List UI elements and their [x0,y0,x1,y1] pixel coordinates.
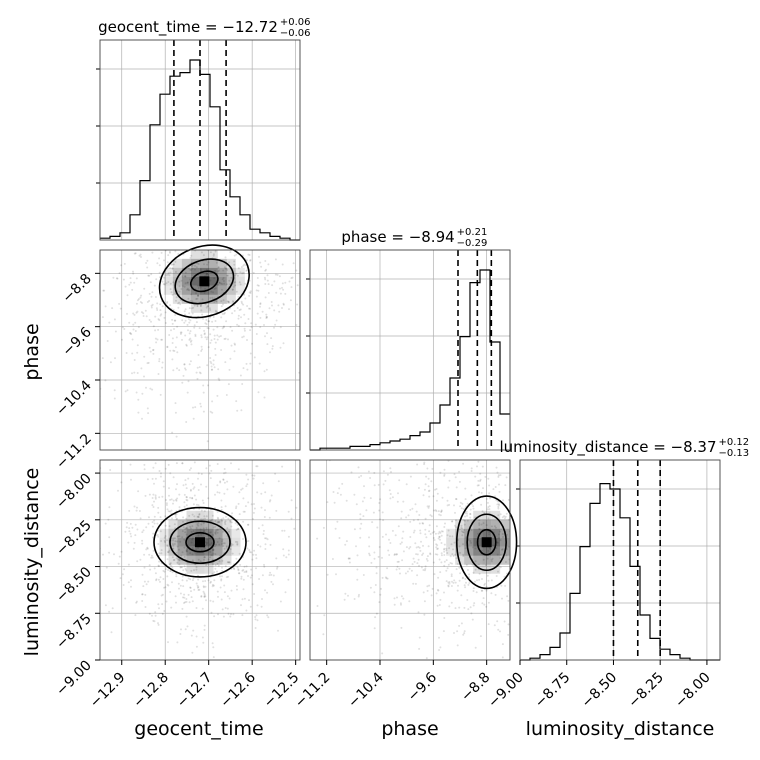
pair-panel-geocent_time-phase [100,244,300,450]
panel-title-phase: phase = −8.94 +0.21−0.29 [341,227,487,249]
contour-2 [153,506,247,578]
y-tick-label-phase: −8.8 [59,271,94,306]
x-tick-label-luminosity_distance: −8.50 [579,670,621,712]
title-upper-error: +0.06 [280,17,311,28]
contour-1 [169,520,231,565]
x-tick-label-phase: −10.4 [345,669,387,711]
panel-frame [99,39,301,241]
histogram-geocent_time [100,59,300,241]
y-tick-label-luminosity_distance: −9.00 [53,658,95,700]
density-cells [163,250,245,313]
y-axis-label-luminosity_distance: luminosity_distance [21,468,43,657]
x-axis-label-phase: phase [381,718,438,740]
x-tick-label-phase: −11.2 [292,670,334,712]
contour-0 [185,531,215,553]
y-tick-label-luminosity_distance: −8.50 [53,564,95,606]
diag-panel-geocent_time [96,40,300,241]
title-lower-error: −0.06 [280,28,311,39]
x-tick-label-geocent_time: −12.6 [217,669,259,711]
sample-points [316,460,510,660]
x-tick-label-luminosity_distance: −9.00 [485,670,527,712]
density-peak [481,537,492,548]
x-tick-label-luminosity_distance: −8.25 [625,670,667,712]
x-tick-label-luminosity_distance: −8.75 [532,670,574,712]
panel-frame [519,459,721,661]
y-axis-label-phase: phase [21,323,43,380]
contour-1 [466,513,507,572]
panel-frame [309,249,511,451]
y-tick-label-luminosity_distance: −8.25 [53,517,95,559]
title-upper-error: +0.12 [719,437,750,448]
histogram-phase [310,269,510,451]
x-tick-label-geocent_time: −12.7 [174,670,216,712]
y-tick-label-phase: −11.2 [53,431,95,473]
panel-bg [100,460,300,660]
contour-1 [174,258,235,305]
title-lower-error: −0.13 [719,448,750,459]
diag-panel-luminosity_distance [516,460,720,661]
panels-layer [95,39,721,665]
contour-0 [190,270,219,293]
title-text: phase = −8.94 [341,228,454,246]
contour-2 [455,495,518,590]
x-axis-label-luminosity_distance: luminosity_distance [526,718,715,740]
title-text: geocent_time = −12.72 [98,18,278,37]
panel-frame [99,249,301,451]
contour-2 [158,244,250,319]
density-peak [199,276,210,287]
y-tick-label-phase: −10.4 [53,377,95,419]
pair-panel-phase-luminosity_distance [310,460,518,661]
contour-0 [476,528,497,556]
density-cells [159,510,241,574]
pair-panel-geocent_time-luminosity_distance [100,460,300,661]
x-axis-label-geocent_time: geocent_time [134,718,263,740]
y-tick-label-luminosity_distance: −8.00 [53,471,95,513]
title-lower-error: −0.29 [457,238,488,249]
x-tick-label-geocent_time: −12.8 [130,670,172,712]
panel-bg [310,460,510,660]
x-tick-label-geocent_time: −12.9 [87,670,129,712]
y-tick-label-phase: −9.6 [59,324,94,359]
diag-panel-phase [306,250,510,451]
density-peak [195,537,205,548]
title-text: luminosity_distance = −8.37 [499,438,716,457]
title-upper-error: +0.21 [457,227,488,238]
panel-title-geocent_time: geocent_time = −12.72 +0.06−0.06 [98,17,310,39]
panel-frame [99,459,301,661]
x-tick-label-luminosity_distance: −8.00 [672,670,714,712]
x-tick-label-phase: −9.6 [405,669,440,704]
histogram-luminosity_distance [520,483,720,661]
y-tick-label-luminosity_distance: −8.75 [53,611,95,653]
sample-points [100,250,300,443]
panel-title-luminosity_distance: luminosity_distance = −8.37 +0.12−0.13 [499,437,749,459]
panel-frame [309,459,511,661]
